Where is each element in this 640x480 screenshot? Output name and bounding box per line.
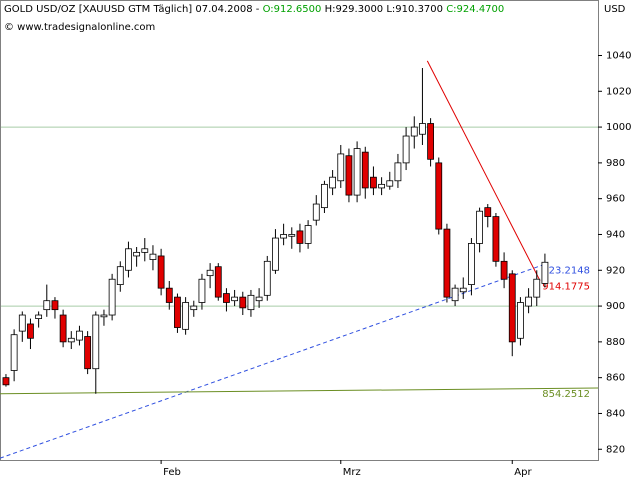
candle-body bbox=[100, 314, 108, 318]
line-label: 854.2512 bbox=[542, 389, 590, 400]
candle-body bbox=[206, 269, 214, 277]
candle-body bbox=[419, 123, 426, 135]
candle-body bbox=[329, 176, 337, 189]
y-tick-label: 820 bbox=[606, 444, 625, 455]
candle-body bbox=[76, 330, 83, 341]
candle-body bbox=[116, 266, 124, 285]
header: GOLD USD/OZ [XAUUSD GTM Täglich] 07.04.2… bbox=[4, 4, 504, 15]
candle-body bbox=[468, 243, 475, 285]
y-tick-label: 1000 bbox=[606, 122, 631, 133]
candle-body bbox=[2, 377, 10, 386]
candle-body bbox=[198, 278, 206, 303]
candle-body bbox=[410, 126, 418, 137]
candle-body bbox=[18, 314, 26, 332]
trend-line bbox=[0, 264, 545, 459]
candle-body bbox=[174, 296, 181, 328]
x-tick-label: Mrz bbox=[343, 467, 361, 478]
candle-body bbox=[345, 155, 353, 196]
header-close: C:924.4700 bbox=[446, 4, 504, 15]
y-tick-label: 1040 bbox=[606, 50, 631, 61]
candle-body bbox=[541, 261, 549, 284]
candle-body bbox=[296, 230, 304, 244]
candle-body bbox=[35, 314, 43, 319]
candle-body bbox=[370, 176, 377, 189]
candle-body bbox=[386, 180, 394, 187]
candle-body bbox=[394, 162, 402, 182]
y-tick-label: 960 bbox=[606, 194, 625, 205]
candle-body bbox=[492, 216, 500, 262]
candle-body bbox=[43, 300, 51, 311]
y-unit: USD bbox=[604, 4, 626, 15]
line-label: 914.1775 bbox=[542, 282, 590, 293]
candle-body bbox=[337, 153, 345, 182]
candle-body bbox=[92, 314, 100, 370]
header-low: L:910.3700 bbox=[386, 4, 443, 15]
candle-body bbox=[27, 323, 34, 339]
watermark: © www.tradesignalonline.com bbox=[4, 22, 155, 33]
candle-body bbox=[272, 237, 279, 271]
candle-body bbox=[67, 337, 75, 343]
candle-body bbox=[141, 248, 149, 253]
y-tick-label: 880 bbox=[606, 337, 625, 348]
header-open: O:912.6500 bbox=[263, 4, 322, 15]
candle-body bbox=[508, 273, 516, 343]
candle-body bbox=[190, 305, 198, 311]
candle-body bbox=[263, 260, 271, 296]
candle-body bbox=[280, 234, 288, 239]
y-tick-label: 980 bbox=[606, 158, 625, 169]
header-title: GOLD USD/OZ [XAUUSD GTM Täglich] 07.04.2… bbox=[4, 4, 260, 15]
y-tick-label: 860 bbox=[606, 373, 625, 384]
y-tick-label: 920 bbox=[606, 265, 625, 276]
candle-body bbox=[378, 183, 385, 189]
candle-body bbox=[288, 234, 296, 237]
candle-body bbox=[476, 210, 483, 244]
candle-body bbox=[361, 151, 369, 189]
candle-body bbox=[214, 266, 222, 298]
candle-body bbox=[59, 314, 67, 343]
candle-body bbox=[353, 148, 361, 196]
trend-line bbox=[0, 387, 599, 395]
candle-body bbox=[533, 278, 541, 298]
candle-body bbox=[402, 135, 410, 164]
candle-body bbox=[451, 287, 459, 302]
header-high: H:929.3000 bbox=[325, 4, 384, 15]
y-tick-label: 940 bbox=[606, 229, 625, 240]
y-tick-label: 1020 bbox=[606, 86, 631, 97]
y-tick-label: 900 bbox=[606, 301, 625, 312]
candle-body bbox=[10, 334, 18, 371]
trend-line bbox=[426, 60, 541, 281]
candle-body bbox=[84, 336, 92, 370]
candle-body bbox=[525, 296, 532, 307]
y-tick-label: 840 bbox=[606, 408, 625, 419]
candle-body bbox=[255, 296, 263, 302]
candle-body bbox=[321, 183, 328, 209]
candle-body bbox=[182, 302, 190, 330]
candle-body bbox=[247, 294, 255, 311]
candle-body bbox=[443, 228, 451, 298]
candle-body bbox=[223, 293, 230, 303]
line-label: 923.2148 bbox=[542, 266, 590, 277]
candle-body bbox=[108, 278, 116, 316]
candle-body bbox=[312, 203, 320, 221]
x-tick-label: Feb bbox=[163, 467, 181, 478]
candle-body bbox=[427, 123, 434, 160]
candle-body bbox=[125, 248, 132, 271]
candle-body bbox=[304, 225, 312, 244]
x-tick-label: Apr bbox=[514, 467, 532, 478]
candle-body bbox=[484, 207, 492, 217]
candle-body bbox=[157, 255, 165, 289]
candle-body bbox=[500, 260, 508, 280]
candle-body bbox=[459, 287, 467, 293]
candle-body bbox=[149, 253, 157, 260]
candle-body bbox=[51, 300, 59, 311]
candle-body bbox=[517, 302, 524, 339]
candle-body bbox=[435, 162, 443, 230]
candle-body bbox=[133, 251, 141, 257]
candle-body bbox=[239, 296, 247, 309]
candle-body bbox=[165, 287, 173, 303]
candle-body bbox=[231, 296, 239, 302]
